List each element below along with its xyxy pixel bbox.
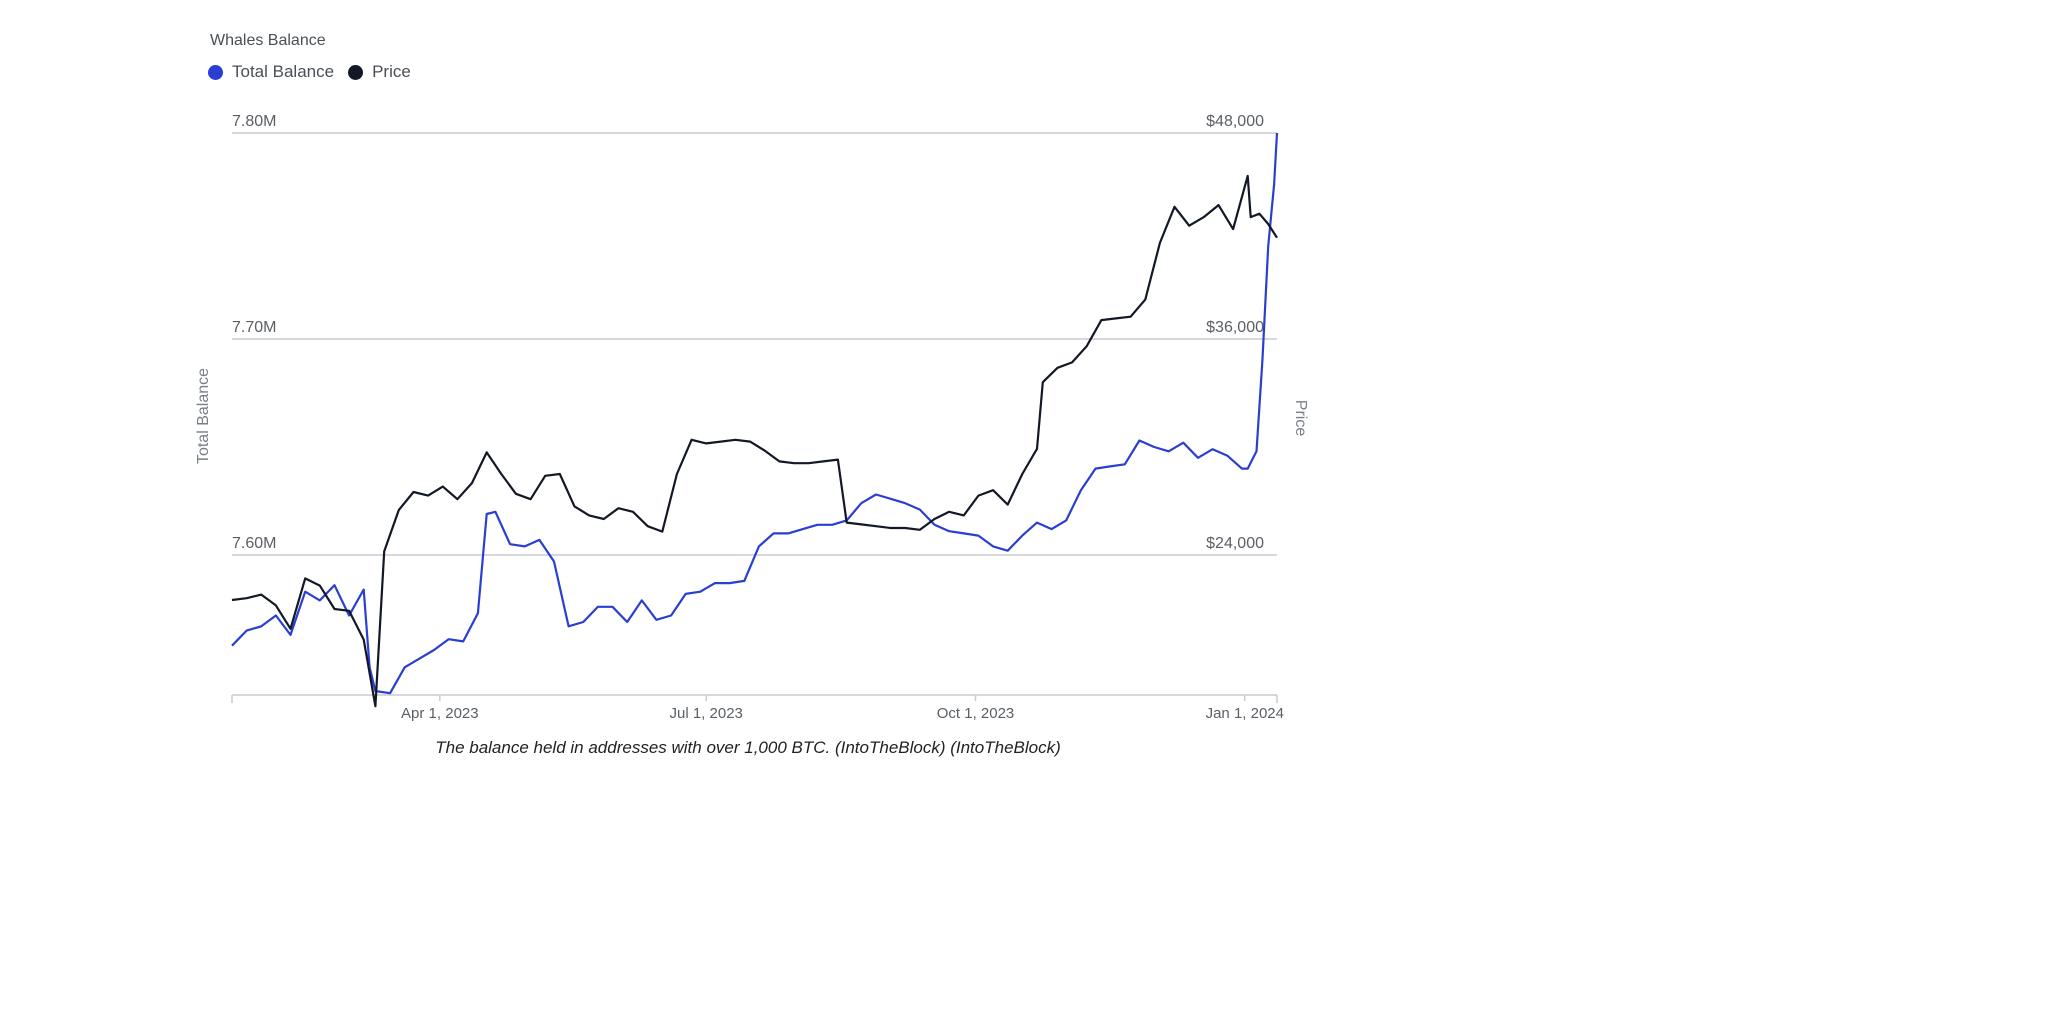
x-tick-label: Apr 1, 2023 — [401, 705, 479, 722]
figure-caption: The balance held in addresses with over … — [435, 738, 1061, 757]
legend-label-price: Price — [372, 62, 411, 81]
y-right-tick-label: $24,000 — [1206, 535, 1264, 552]
legend-item-price[interactable]: Price — [348, 62, 411, 82]
y-left-tick-label: 7.70M — [232, 319, 276, 336]
y-left-axis-title: Total Balance — [195, 368, 212, 464]
legend-dot-total-balance — [208, 64, 223, 80]
legend-label-total-balance: Total Balance — [232, 62, 335, 81]
plot-area: 7.80M $48,000 7.70M $36,000 7.60M $24,000 Apr … — [195, 113, 1309, 722]
chart: Whales Balance Total Balance Price 7.80M… — [195, 32, 1309, 757]
y-left-tick-label: 7.60M — [232, 535, 276, 552]
x-tick-label: Oct 1, 2023 — [937, 705, 1015, 722]
y-right-tick-label: $48,000 — [1206, 113, 1264, 130]
chart-title: Whales Balance — [210, 32, 326, 49]
legend-dot-price — [348, 64, 364, 80]
series-line-total-balance — [231, 132, 1279, 695]
legend-item-total-balance[interactable]: Total Balance — [208, 62, 334, 82]
y-right-tick-label: $36,000 — [1206, 319, 1264, 336]
y-right-axis-title: Price — [1292, 400, 1309, 437]
x-tick-label: Jul 1, 2023 — [670, 705, 743, 722]
y-left-tick-label: 7.80M — [232, 113, 276, 130]
legend: Total Balance Price — [208, 62, 411, 82]
series-line-price — [231, 174, 1278, 708]
x-tick-label: Jan 1, 2024 — [1206, 705, 1284, 722]
